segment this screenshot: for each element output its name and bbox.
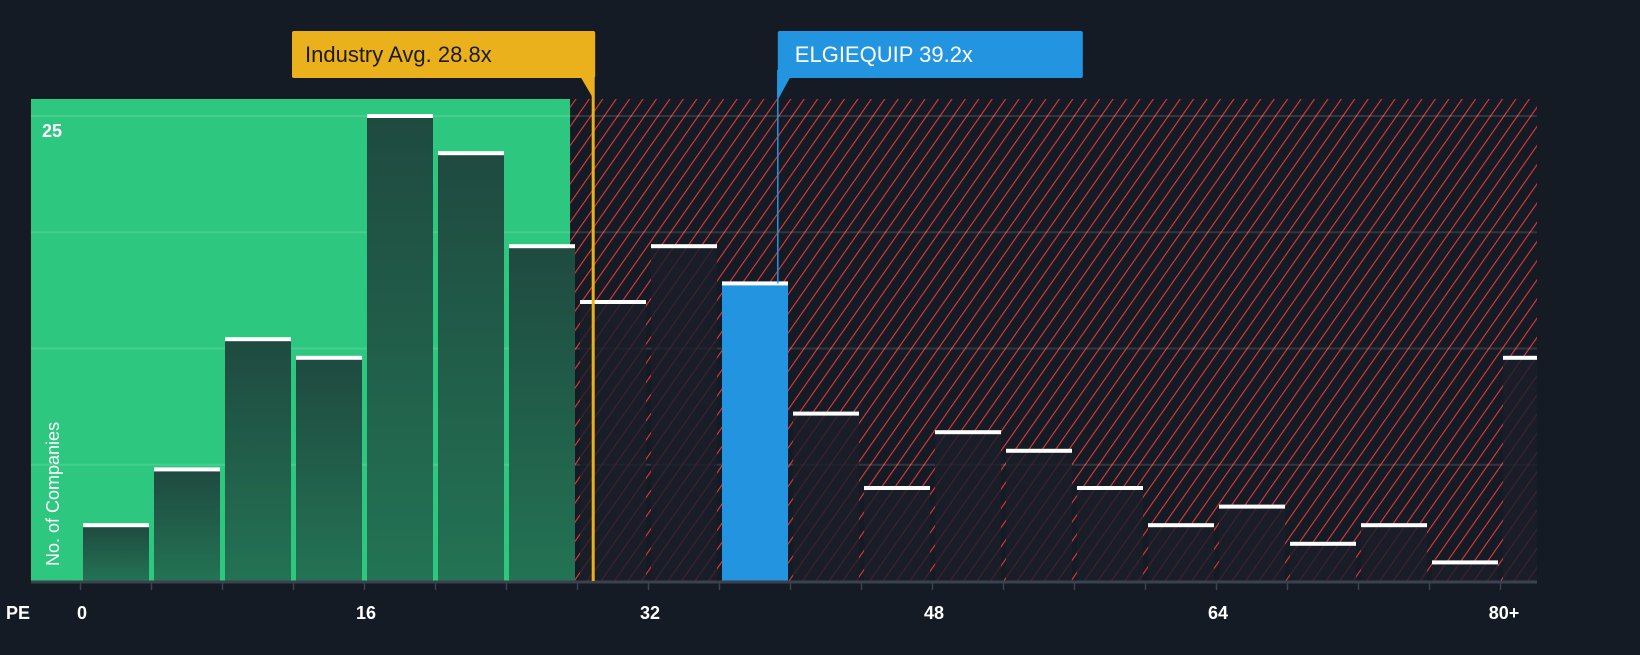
- x-tick-label: 0: [77, 603, 87, 623]
- x-axis-label: PE: [6, 603, 30, 623]
- histogram-bar: [367, 116, 433, 581]
- y-axis-label: No. of Companies: [43, 422, 63, 566]
- histogram-bar: [438, 153, 504, 581]
- bar-top-marker: [154, 467, 220, 472]
- histogram-bar: [296, 357, 362, 581]
- bar-top-marker: [296, 355, 362, 360]
- x-tick-label: 48: [924, 603, 944, 623]
- bar-top-marker: [1361, 523, 1427, 528]
- bar-top-marker: [225, 337, 291, 342]
- histogram-bar: [154, 469, 220, 581]
- histogram-bar: [864, 488, 930, 581]
- bar-top-marker: [438, 151, 504, 156]
- histogram-bar: [793, 413, 859, 581]
- highlighted-bar: [722, 283, 788, 581]
- histogram-bar: [225, 339, 291, 581]
- x-tick-label: 32: [640, 603, 660, 623]
- histogram-bar: [1148, 525, 1214, 581]
- bar-top-marker: [1432, 560, 1498, 565]
- bar-top-marker: [1148, 523, 1214, 528]
- histogram-bar: [651, 246, 717, 581]
- histogram-bar: [83, 525, 149, 581]
- company-label: ELGIEQUIP 39.2x: [795, 42, 973, 67]
- histogram-bar: [1361, 525, 1427, 581]
- company-label-box: [777, 31, 1083, 78]
- bar-top-marker: [651, 244, 717, 249]
- y-tick-label: 25: [42, 121, 62, 141]
- industry-avg-pointer: [581, 78, 595, 100]
- bar-top-marker: [1219, 504, 1285, 509]
- industry-avg-label: Industry Avg. 28.8x: [305, 42, 492, 67]
- x-tick-label: 80+: [1489, 603, 1520, 623]
- bar-top-marker: [1006, 448, 1072, 453]
- bar-top-marker: [1503, 355, 1537, 360]
- histogram-bar: [580, 302, 646, 581]
- x-tick-label: 64: [1208, 603, 1228, 623]
- bar-top-marker: [509, 244, 575, 249]
- bar-top-marker: [1290, 541, 1356, 546]
- histogram-bar: [1432, 562, 1498, 581]
- bar-top-marker: [1077, 486, 1143, 490]
- industry-avg-label-box: [292, 31, 596, 78]
- histogram-bar: [1503, 357, 1537, 581]
- histogram-bar: [1290, 543, 1356, 581]
- company-pointer: [777, 78, 790, 100]
- bar-top-marker: [864, 486, 930, 490]
- x-tick-label: 16: [356, 603, 376, 623]
- histogram-bar: [935, 432, 1001, 581]
- histogram-bar: [1077, 488, 1143, 581]
- bar-top-marker: [367, 114, 433, 118]
- bar-top-marker: [935, 430, 1001, 435]
- histogram-bar: [509, 246, 575, 581]
- histogram-bar: [1219, 506, 1285, 581]
- bar-top-marker: [83, 523, 149, 528]
- bar-top-marker: [722, 281, 788, 286]
- histogram-bar: [1006, 450, 1072, 581]
- bar-top-marker: [580, 300, 646, 304]
- bar-top-marker: [793, 411, 859, 416]
